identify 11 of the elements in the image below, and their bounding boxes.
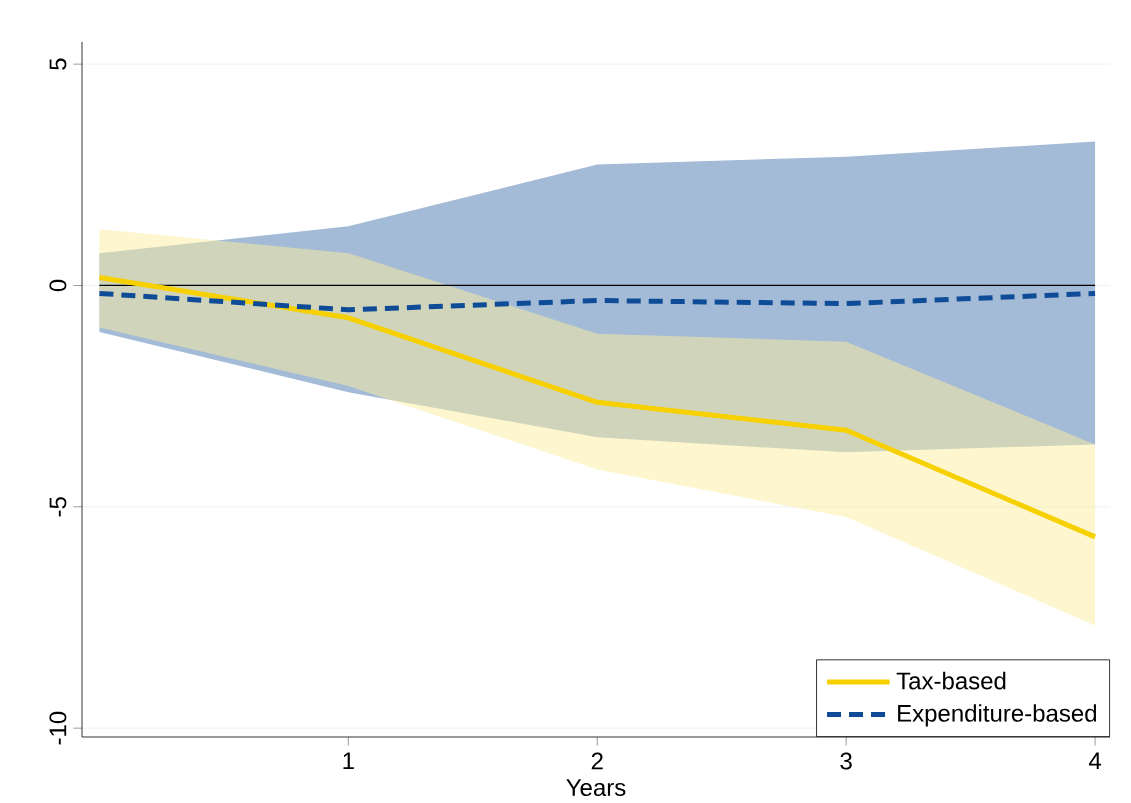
- legend-label: Tax-based: [896, 671, 1006, 690]
- y-tick-label: 5: [49, 58, 67, 70]
- y-tick-label: -10: [49, 711, 67, 745]
- y-tick-label: -5: [49, 497, 67, 517]
- x-tick-label: 2: [591, 752, 603, 770]
- legend-label: Expenditure-based: [898, 704, 1097, 727]
- x-tick-label: 1: [343, 752, 354, 770]
- y-tick-label: 0: [49, 279, 67, 292]
- x-tick-label: 4: [1088, 752, 1102, 770]
- x-tick-label: 3: [840, 752, 852, 770]
- x-axis-title: Years: [566, 779, 626, 797]
